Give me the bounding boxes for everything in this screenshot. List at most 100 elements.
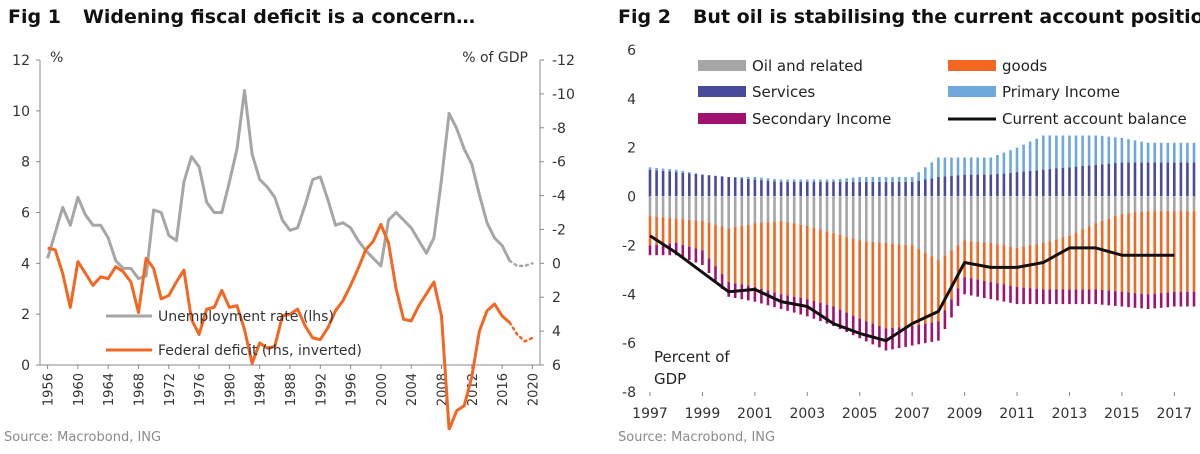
bar-oil xyxy=(747,196,750,225)
legend-label-0: Unemployment rate (lhs) xyxy=(158,309,334,325)
bar-secondary xyxy=(897,327,901,349)
bar-oil xyxy=(1107,196,1111,219)
bar-secondary xyxy=(1114,291,1117,306)
bar-goods xyxy=(1028,245,1032,289)
bar-goods xyxy=(1140,211,1143,294)
bar-oil xyxy=(1127,196,1130,214)
bar-oil xyxy=(773,196,776,222)
bar-primary xyxy=(753,177,757,180)
bar-primary xyxy=(1140,141,1143,163)
bar-secondary xyxy=(760,288,763,304)
bar-services xyxy=(806,181,809,197)
bar-primary xyxy=(884,177,888,182)
legend-swatch-services xyxy=(698,86,746,97)
y-tick-label: 2 xyxy=(627,141,636,157)
bar-oil xyxy=(779,196,783,221)
bar-goods xyxy=(661,217,665,245)
bar-services xyxy=(694,174,698,197)
right-tick-label: 2 xyxy=(552,290,561,306)
bar-oil xyxy=(1087,196,1091,227)
bar-services xyxy=(1133,162,1137,197)
deficit-series-line xyxy=(47,222,511,430)
bar-primary xyxy=(779,179,783,182)
bar-oil xyxy=(1173,196,1176,212)
bar-oil xyxy=(1120,196,1124,214)
bar-goods xyxy=(832,233,835,307)
bar-services xyxy=(668,171,671,197)
x-tick-label: 2003 xyxy=(789,406,825,422)
bar-goods xyxy=(950,250,953,300)
bar-secondary xyxy=(1166,292,1170,308)
left-tick-label: 10 xyxy=(12,104,30,120)
fig1-panel: Fig 1 Widening fiscal deficit is a concer… xyxy=(4,6,575,445)
left-tick-label: 12 xyxy=(12,53,30,69)
x-tick-label: 2005 xyxy=(842,406,878,422)
bar-goods xyxy=(1087,226,1091,290)
bar-goods xyxy=(819,229,822,303)
bar-goods xyxy=(838,235,842,310)
bar-services xyxy=(674,172,678,197)
bar-secondary xyxy=(832,306,835,326)
x-tick-label: 2000 xyxy=(375,373,390,406)
legend-label-balance: Current account balance xyxy=(1002,110,1187,128)
bar-oil xyxy=(1048,196,1052,242)
bar-primary xyxy=(799,179,802,182)
bar-primary xyxy=(910,177,914,182)
bar-oil xyxy=(1068,196,1071,236)
bar-oil xyxy=(727,196,730,229)
bar-services xyxy=(812,181,816,197)
bar-oil xyxy=(1166,196,1170,212)
bar-goods xyxy=(878,242,881,327)
bar-primary xyxy=(976,157,979,175)
bar-primary xyxy=(1081,135,1084,166)
bar-goods xyxy=(1186,211,1189,292)
bar-primary xyxy=(747,177,750,179)
bar-goods xyxy=(1100,221,1104,290)
bar-goods xyxy=(727,228,730,282)
x-tick-label: 1980 xyxy=(223,373,238,406)
x-tick-label: 1956 xyxy=(42,373,57,406)
bar-goods xyxy=(760,222,763,289)
right-tick-label: -4 xyxy=(552,189,566,205)
bar-services xyxy=(878,181,881,197)
fig2-title: Fig 2 But oil is stabilising the current … xyxy=(618,6,1200,28)
bar-primary xyxy=(1042,135,1045,170)
bar-services xyxy=(1140,162,1143,197)
bar-oil xyxy=(1028,196,1032,246)
bar-secondary xyxy=(1022,287,1025,305)
bar-services xyxy=(701,174,704,197)
fig2-chart: -8 -6 -4 -2 0 2 4 6 1997 1999 2001 2003 2005 2007 2009… xyxy=(622,43,1196,422)
legend-label-1: Federal deficit (rhs, inverted) xyxy=(158,343,362,359)
bar-primary xyxy=(694,173,698,174)
bar-primary xyxy=(989,157,993,175)
bar-primary xyxy=(1022,144,1025,172)
bar-goods xyxy=(1192,211,1196,292)
bar-secondary xyxy=(930,322,934,342)
bar-oil xyxy=(1009,196,1012,247)
bar-services xyxy=(1100,164,1104,197)
bar-services xyxy=(956,175,960,197)
bar-secondary xyxy=(1009,285,1012,303)
bar-services xyxy=(983,174,986,197)
deficit-projection-line xyxy=(508,321,534,343)
bar-goods xyxy=(904,244,907,327)
bar-secondary xyxy=(648,245,652,256)
x-tick-label: 2007 xyxy=(894,406,930,422)
bar-services xyxy=(1074,166,1078,197)
bar-primary xyxy=(917,172,920,181)
bar-secondary xyxy=(1094,289,1097,305)
bar-oil xyxy=(694,196,698,221)
fig1-source: Source: Macrobond, ING xyxy=(4,430,162,445)
bar-services xyxy=(1022,171,1025,197)
bar-goods xyxy=(825,231,829,305)
bar-secondary xyxy=(1179,291,1183,307)
bar-oil xyxy=(1153,196,1156,212)
bar-secondary xyxy=(681,244,685,258)
bar-primary xyxy=(786,179,789,182)
bar-services xyxy=(832,181,835,197)
bar-primary xyxy=(806,179,809,182)
bar-primary xyxy=(1120,137,1124,163)
bar-goods xyxy=(812,227,816,301)
bar-goods xyxy=(937,260,940,322)
bar-goods xyxy=(733,227,737,284)
